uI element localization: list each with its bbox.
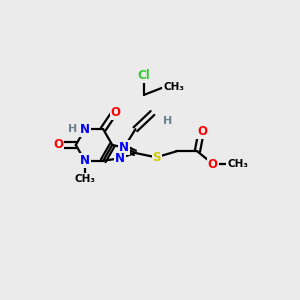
Text: S: S [152, 151, 161, 164]
Text: N: N [115, 152, 125, 165]
Text: N: N [80, 123, 90, 136]
Text: CH₃: CH₃ [227, 159, 248, 169]
Text: H: H [163, 116, 172, 126]
Text: O: O [111, 106, 121, 119]
Text: CH₃: CH₃ [74, 174, 95, 184]
Text: H: H [68, 124, 77, 134]
Text: O: O [197, 125, 207, 138]
Text: CH₃: CH₃ [163, 82, 184, 92]
Text: N: N [80, 154, 90, 167]
Text: O: O [53, 139, 63, 152]
Text: Cl: Cl [138, 69, 151, 82]
Text: O: O [208, 158, 218, 172]
Text: N: N [119, 141, 129, 154]
